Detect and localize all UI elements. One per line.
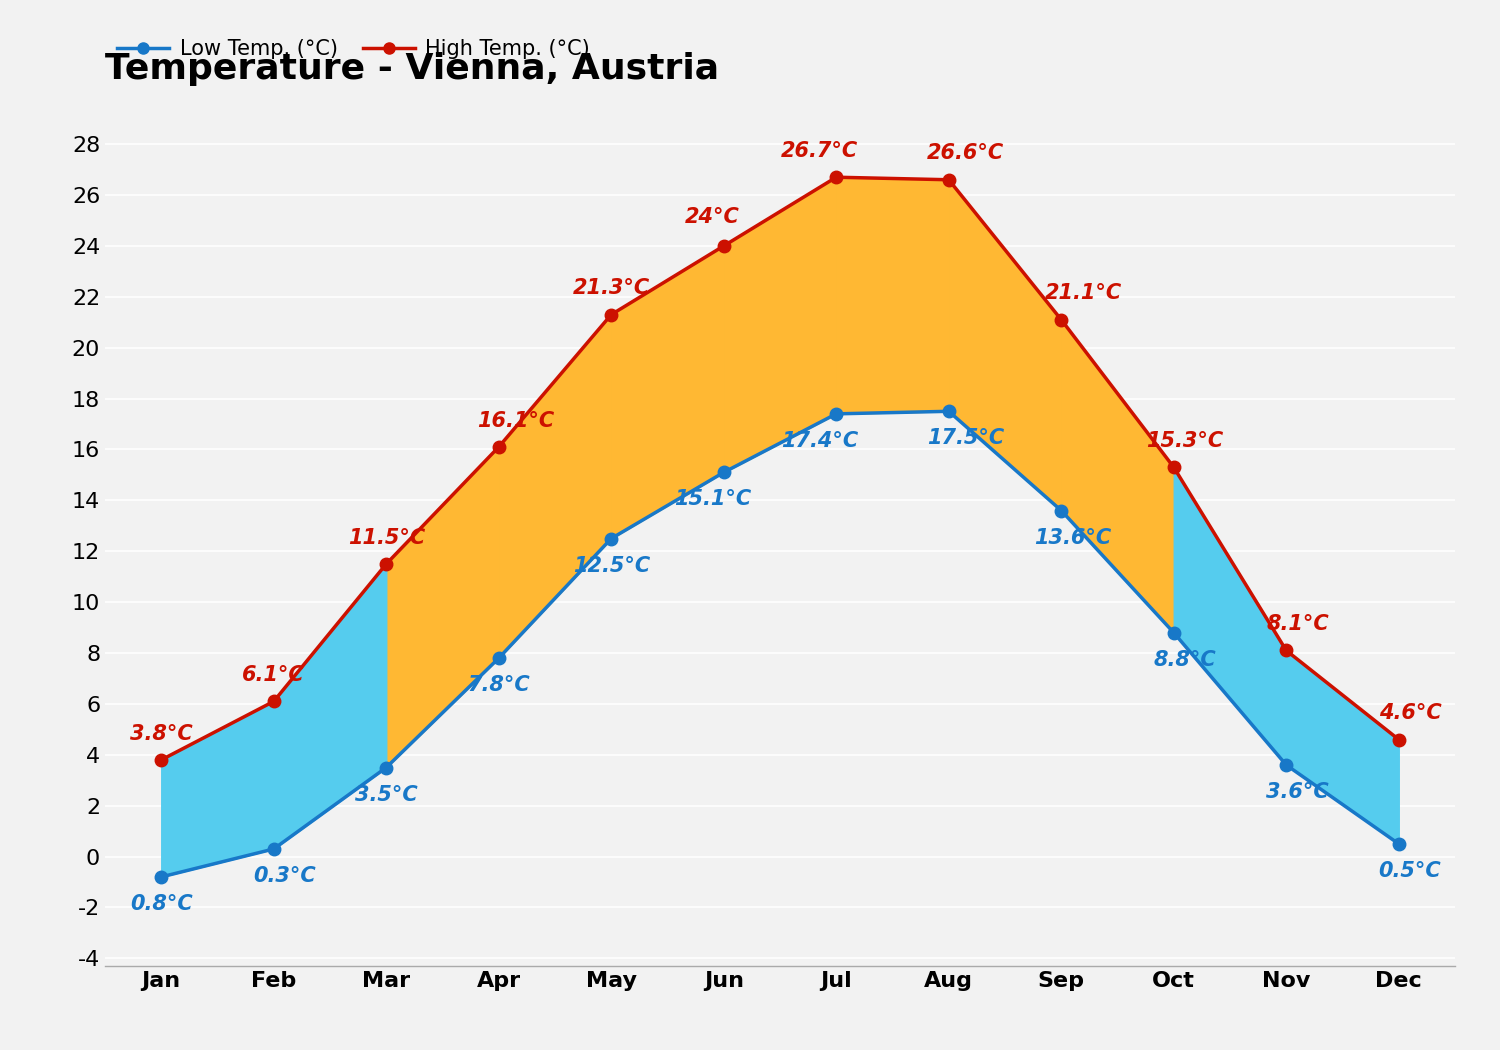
Text: 11.5°C: 11.5°C (348, 527, 424, 548)
Text: 8.8°C: 8.8°C (1154, 650, 1216, 670)
High Temp. (°C) (489, 441, 507, 454)
Low Temp. (°C) (1053, 504, 1071, 517)
Low Temp. (°C) (264, 843, 282, 856)
High Temp. (°C) (828, 171, 846, 184)
Text: 26.7°C: 26.7°C (780, 141, 858, 161)
Low Temp. (°C) (714, 466, 732, 479)
Low Temp. (°C) (1164, 627, 1182, 639)
Text: 0.5°C: 0.5°C (1378, 861, 1442, 881)
Text: 8.1°C: 8.1°C (1266, 614, 1329, 634)
Line: Low Temp. (°C): Low Temp. (°C) (154, 405, 1406, 883)
Text: 0.3°C: 0.3°C (254, 866, 316, 886)
Text: 21.3°C: 21.3°C (573, 278, 650, 298)
High Temp. (°C) (153, 754, 171, 766)
Text: 6.1°C: 6.1°C (243, 665, 304, 685)
Low Temp. (°C) (378, 761, 396, 774)
High Temp. (°C) (1389, 733, 1407, 746)
High Temp. (°C) (378, 558, 396, 570)
High Temp. (°C) (1164, 461, 1182, 474)
Text: 15.1°C: 15.1°C (674, 489, 752, 509)
Text: 26.6°C: 26.6°C (927, 144, 1005, 164)
Text: Temperature - Vienna, Austria: Temperature - Vienna, Austria (105, 52, 718, 86)
Text: 24°C: 24°C (686, 207, 740, 227)
Text: 4.6°C: 4.6°C (1378, 704, 1442, 723)
Text: 17.4°C: 17.4°C (780, 430, 858, 450)
Text: 3.6°C: 3.6°C (1266, 782, 1329, 802)
Text: 0.8°C: 0.8°C (130, 894, 192, 914)
High Temp. (°C) (714, 239, 732, 252)
Text: 3.5°C: 3.5°C (356, 784, 417, 804)
High Temp. (°C) (1276, 645, 1294, 657)
Text: 7.8°C: 7.8°C (468, 675, 530, 695)
High Temp. (°C) (602, 309, 621, 321)
High Temp. (°C) (264, 695, 282, 708)
Text: 3.8°C: 3.8°C (130, 723, 192, 743)
Legend: Low Temp. (°C), High Temp. (°C): Low Temp. (°C), High Temp. (°C) (108, 30, 598, 67)
Low Temp. (°C) (939, 405, 957, 418)
Text: 17.5°C: 17.5°C (927, 428, 1005, 448)
High Temp. (°C) (939, 173, 957, 186)
High Temp. (°C) (1053, 313, 1071, 326)
Text: 16.1°C: 16.1°C (477, 411, 555, 430)
Low Temp. (°C) (1276, 759, 1294, 772)
Line: High Temp. (°C): High Temp. (°C) (154, 171, 1406, 766)
Text: 13.6°C: 13.6°C (1034, 527, 1112, 548)
Text: 21.1°C: 21.1°C (1046, 284, 1122, 303)
Low Temp. (°C) (1389, 838, 1407, 851)
Low Temp. (°C) (153, 870, 171, 883)
Text: 12.5°C: 12.5°C (573, 555, 650, 575)
Low Temp. (°C) (489, 652, 507, 665)
Low Temp. (°C) (828, 407, 846, 420)
Text: 15.3°C: 15.3°C (1146, 430, 1224, 450)
Low Temp. (°C) (602, 532, 621, 545)
